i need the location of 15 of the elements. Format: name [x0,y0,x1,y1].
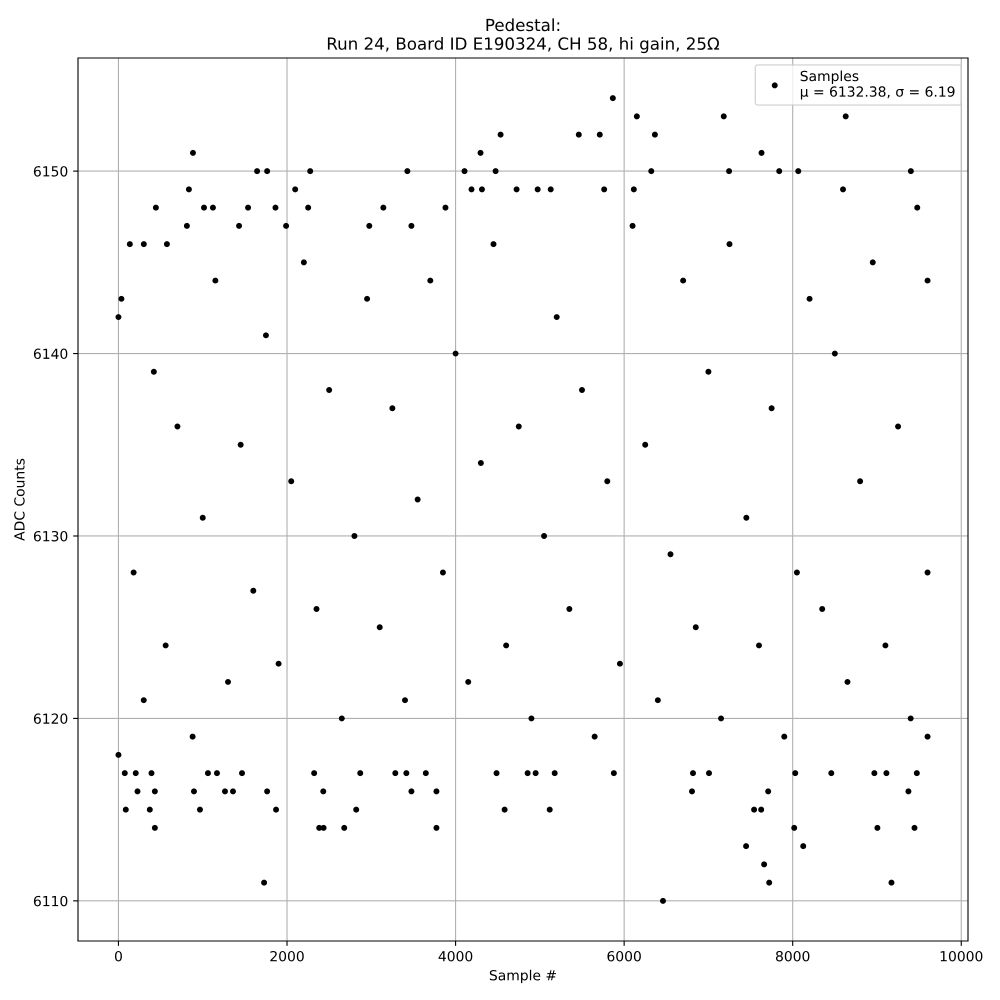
x-tick-label: 10000 [940,950,982,962]
y-tick-label: 6120 [34,713,68,724]
y-tick-label: 6140 [34,348,68,360]
x-tick-label: 8000 [776,950,810,962]
x-tick-label: 4000 [438,950,472,962]
y-tick-label: 6130 [34,530,68,542]
x-tick-label: 2000 [270,950,304,962]
y-tick-label: 6110 [34,896,68,906]
y-tick-label: 6150 [34,166,68,177]
chart-title: Pedestal: Run 24, Board ID E190324, CH 58, hi gain, 25Ω [328,18,720,54]
x-tick-label: 0 [114,950,122,962]
x-tick-label: 6000 [607,950,641,962]
x-axis-title: Sample # [490,970,556,984]
legend-label: Samples μ = 6132.38, σ = 6.19 [800,70,955,100]
y-axis-title: ADC Counts [14,458,25,541]
